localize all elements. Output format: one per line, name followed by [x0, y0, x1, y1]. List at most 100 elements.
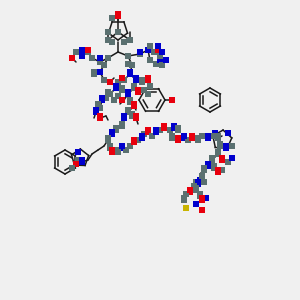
Bar [209, 157, 215, 163]
Bar [205, 163, 211, 169]
Bar [115, 147, 121, 153]
Bar [69, 55, 75, 61]
Bar [183, 205, 189, 211]
Bar [79, 159, 85, 165]
Bar [131, 137, 137, 143]
Bar [181, 195, 187, 201]
Bar [199, 197, 205, 203]
Bar [191, 185, 197, 191]
Bar [187, 187, 193, 193]
Bar [201, 167, 207, 173]
Bar [115, 13, 121, 19]
Bar [217, 141, 223, 147]
Bar [175, 135, 181, 141]
Bar [109, 131, 115, 137]
Bar [155, 43, 161, 49]
Bar [119, 145, 125, 151]
Bar [101, 77, 107, 83]
Bar [181, 197, 187, 203]
Bar [93, 109, 99, 115]
Bar [131, 139, 137, 145]
Bar [149, 133, 155, 139]
Bar [105, 55, 111, 61]
Bar [85, 47, 91, 53]
Bar [145, 127, 151, 133]
Bar [153, 61, 159, 67]
Bar [129, 113, 135, 119]
Bar [119, 85, 125, 91]
Bar [99, 97, 105, 103]
Bar [129, 62, 135, 68]
Bar [133, 75, 139, 81]
Bar [175, 137, 181, 143]
Bar [113, 83, 119, 89]
Bar [229, 155, 235, 161]
Bar [161, 123, 167, 129]
Bar [211, 163, 217, 169]
Bar [131, 101, 137, 107]
Bar [125, 89, 131, 95]
Bar [215, 169, 221, 175]
Bar [75, 149, 81, 155]
Bar [157, 57, 163, 63]
Bar [145, 75, 151, 81]
Bar [97, 69, 103, 75]
Bar [125, 61, 131, 67]
Bar [197, 193, 203, 199]
Bar [151, 49, 157, 55]
Bar [193, 187, 199, 193]
Bar [215, 149, 221, 155]
Bar [215, 167, 221, 173]
Bar [139, 135, 145, 141]
Bar [79, 47, 85, 53]
Bar [193, 179, 199, 185]
Bar [105, 137, 111, 143]
Bar [131, 83, 137, 89]
Bar [119, 75, 125, 81]
Bar [121, 113, 127, 119]
Bar [91, 71, 97, 77]
Bar [115, 29, 121, 35]
Bar [69, 165, 75, 171]
Bar [125, 91, 131, 97]
Bar [181, 133, 187, 139]
Bar [219, 155, 225, 161]
Bar [175, 127, 181, 133]
Bar [225, 159, 231, 165]
Bar [107, 91, 113, 97]
Bar [109, 149, 115, 155]
Bar [169, 133, 175, 139]
Bar [215, 133, 221, 139]
Bar [193, 185, 199, 191]
Bar [121, 115, 127, 121]
Bar [131, 85, 137, 91]
Bar [79, 157, 85, 163]
Bar [135, 137, 141, 143]
Bar [73, 49, 79, 55]
Bar [185, 137, 191, 143]
Bar [133, 115, 139, 121]
Bar [137, 51, 143, 57]
Bar [212, 130, 218, 136]
Bar [189, 133, 195, 139]
Bar [223, 145, 229, 151]
Bar [217, 143, 223, 149]
Bar [197, 177, 203, 183]
Bar [199, 195, 205, 201]
Bar [161, 125, 167, 131]
Bar [125, 107, 131, 113]
Bar [127, 143, 133, 149]
Bar [159, 62, 165, 68]
Bar [195, 135, 201, 141]
Bar [205, 135, 211, 141]
Bar [115, 79, 121, 85]
Bar [201, 179, 207, 185]
Bar [199, 133, 205, 139]
Bar [159, 49, 165, 55]
Bar [175, 125, 181, 131]
Bar [127, 99, 133, 105]
Bar [127, 69, 133, 75]
Bar [223, 143, 229, 149]
Bar [107, 79, 113, 85]
Bar [97, 59, 103, 65]
